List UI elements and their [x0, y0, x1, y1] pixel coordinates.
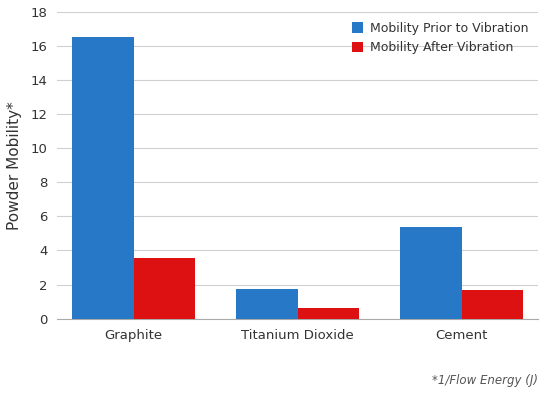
Bar	[72, 37, 134, 319]
Bar	[237, 289, 298, 319]
Legend: Mobility Prior to Vibration, Mobility After Vibration: Mobility Prior to Vibration, Mobility Af…	[348, 18, 532, 58]
Text: *1/Flow Energy (J): *1/Flow Energy (J)	[432, 374, 538, 387]
Bar	[298, 307, 359, 319]
Bar	[134, 258, 195, 319]
Y-axis label: Powder Mobility*: Powder Mobility*	[7, 101, 22, 230]
Bar	[462, 290, 523, 319]
Bar	[400, 227, 462, 319]
